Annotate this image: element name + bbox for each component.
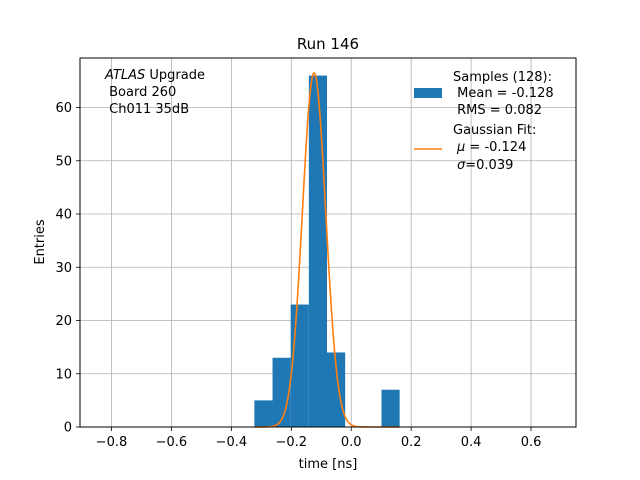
annotation-upgrade-word: Upgrade [145, 68, 205, 83]
legend-fit-line-2: μ = -0.124 [456, 140, 526, 155]
y-tick-label: 0 [64, 421, 72, 436]
legend-samples-line-3: RMS = 0.082 [453, 103, 542, 118]
y-tick-label: 30 [55, 261, 72, 276]
x-tick-label: 0.4 [461, 435, 482, 450]
legend-mu-symbol: μ [456, 140, 465, 155]
histogram-bar [290, 304, 309, 427]
y-axis-ticks: 0 10 20 30 40 50 60 [55, 101, 80, 436]
x-axis-label: time [ns] [299, 457, 358, 472]
y-tick-label: 40 [55, 208, 72, 223]
legend-sigma-symbol: σ [457, 158, 466, 173]
atlas-annotation: ATLAS Upgrade Board 260 Ch011 35dB [104, 68, 205, 117]
legend-sigma-value: =0.039 [465, 158, 513, 173]
axes-frame [79, 57, 577, 428]
y-tick-label: 20 [55, 314, 72, 329]
legend-fit-line-3: σ=0.039 [457, 158, 513, 173]
histogram-bar [272, 357, 291, 427]
y-tick-label: 10 [55, 367, 72, 382]
x-tick-label: −0.4 [216, 435, 248, 450]
x-tick-label: 0.6 [521, 435, 542, 450]
annotation-line-3: Ch011 35dB [105, 102, 189, 117]
x-tick-label: −0.2 [275, 435, 307, 450]
y-tick-label: 60 [55, 101, 72, 116]
histogram-bar [327, 352, 346, 427]
legend-samples-line-1: Samples (128): [453, 70, 552, 85]
y-tick-label: 50 [55, 154, 72, 169]
plot-area [79, 57, 577, 428]
legend: Samples (128): Mean = -0.128 RMS = 0.082… [414, 70, 554, 173]
x-tick-label: −0.6 [156, 435, 188, 450]
legend-samples-line-2: Mean = -0.128 [453, 86, 554, 101]
legend-mu-value: = -0.124 [465, 140, 526, 155]
annotation-line-1: ATLAS Upgrade [104, 68, 205, 83]
annotation-atlas-word: ATLAS [104, 68, 145, 83]
x-tick-label: 0.0 [341, 435, 362, 450]
y-axis-label: Entries [33, 219, 48, 265]
chart-title: Run 146 [297, 35, 359, 53]
legend-fit-line-1: Gaussian Fit: [453, 123, 536, 138]
histogram-bar [381, 389, 400, 427]
x-tick-label: 0.2 [401, 435, 422, 450]
annotation-line-2: Board 260 [105, 85, 176, 100]
legend-samples-swatch [414, 88, 442, 98]
histogram-bar [254, 400, 273, 427]
x-axis-ticks: −0.8 −0.6 −0.4 −0.2 0.0 0.2 0.4 0.6 [96, 427, 542, 450]
x-tick-label: −0.8 [96, 435, 128, 450]
histogram-bar [308, 75, 328, 428]
